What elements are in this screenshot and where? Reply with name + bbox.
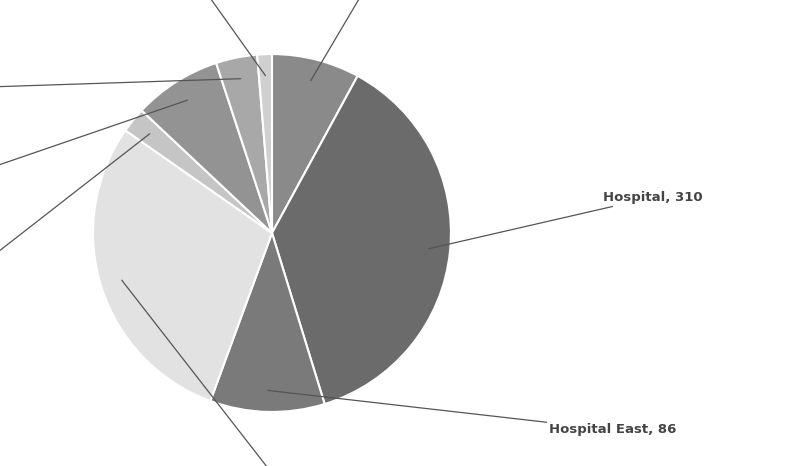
Wedge shape — [272, 54, 358, 233]
Wedge shape — [210, 233, 325, 412]
Text: Others, 242: Others, 242 — [122, 280, 352, 466]
Wedge shape — [257, 54, 272, 233]
Wedge shape — [216, 55, 272, 233]
Text: SCRUM-J Project, 31: SCRUM-J Project, 31 — [0, 79, 241, 96]
Wedge shape — [93, 130, 272, 401]
Text: Supportive Care
Center Project, 11: Supportive Care Center Project, 11 — [106, 0, 266, 75]
Wedge shape — [142, 63, 272, 233]
Text: Cancer Information
Gift Project, 66: Cancer Information Gift Project, 66 — [307, 0, 451, 81]
Text: Hospital, 310: Hospital, 310 — [429, 191, 702, 249]
Text: Hospital East, 86: Hospital East, 86 — [268, 391, 677, 436]
Text: Endeavor Project, 19: Endeavor Project, 19 — [0, 134, 150, 329]
Text: NEXT Project, 66: NEXT Project, 66 — [0, 100, 187, 204]
Wedge shape — [126, 110, 272, 233]
Wedge shape — [272, 76, 451, 404]
